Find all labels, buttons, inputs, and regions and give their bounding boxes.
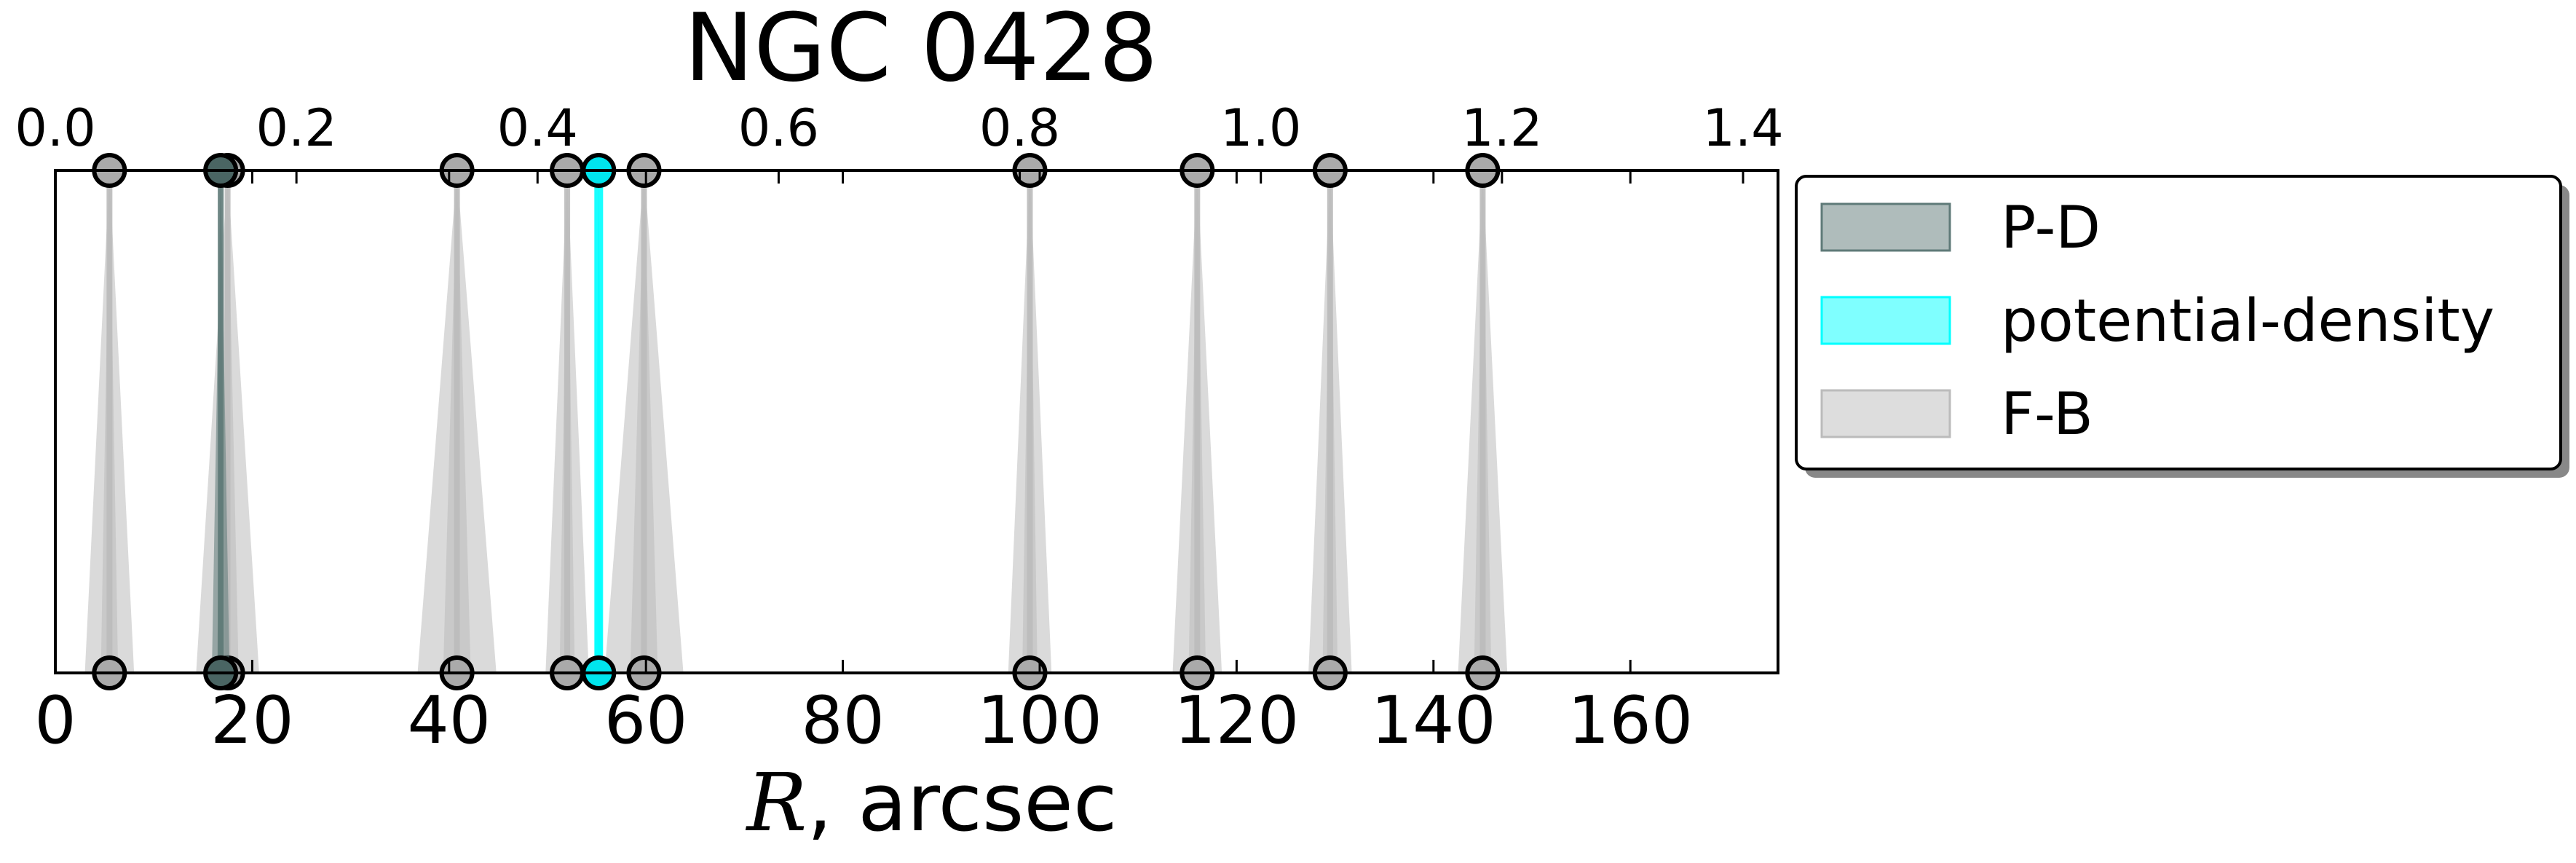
top-tick-label-0: 0.0: [15, 98, 95, 158]
x-tick-label-2: 40: [408, 682, 491, 759]
legend-swatch-1: [1820, 296, 1951, 345]
plot-frame: [54, 169, 1779, 674]
top-tick-label-6: 1.2: [1461, 98, 1542, 158]
x-tick-label-0: 0: [34, 682, 76, 759]
x-tick-label-1: 20: [210, 682, 294, 759]
legend-swatch-0: [1820, 202, 1951, 252]
legend-swatch-2: [1820, 389, 1951, 438]
legend: P-D potential-density F-B: [1795, 175, 2569, 478]
x-tick-label-5: 100: [977, 682, 1102, 759]
x-axis-label-math: R: [746, 756, 807, 849]
top-tick-label-4: 0.8: [979, 98, 1060, 158]
top-tick-label-1: 0.2: [256, 98, 336, 158]
x-tick-label-8: 160: [1568, 682, 1693, 759]
plot-marks: [84, 153, 1508, 690]
x-tick-label-6: 120: [1174, 682, 1300, 759]
legend-label-0: P-D: [2001, 194, 2101, 261]
bottom-axis: 0 20 40 60 80 100 120 140 160: [34, 170, 1693, 759]
top-tick-label-7: 1.4: [1702, 98, 1783, 158]
x-axis-label: R, arcsec: [746, 756, 1118, 849]
x-axis-label-text: , arcsec: [807, 756, 1117, 849]
x-tick-label-7: 140: [1371, 682, 1496, 759]
top-tick-label-2: 0.4: [497, 98, 578, 158]
legend-label-2: F-B: [2001, 380, 2093, 448]
legend-label-1: potential-density: [2001, 287, 2494, 355]
top-tick-label-5: 1.0: [1220, 98, 1301, 158]
top-tick-label-3: 0.6: [738, 98, 819, 158]
chart-title: NGC 0428: [684, 0, 1158, 103]
top-axis: 0.0 0.2 0.4 0.6 0.8 1.0 1.2 1.4: [15, 98, 1784, 184]
x-tick-label-4: 80: [801, 682, 885, 759]
legend-box: [1795, 175, 2562, 470]
x-tick-label-3: 60: [604, 682, 688, 759]
